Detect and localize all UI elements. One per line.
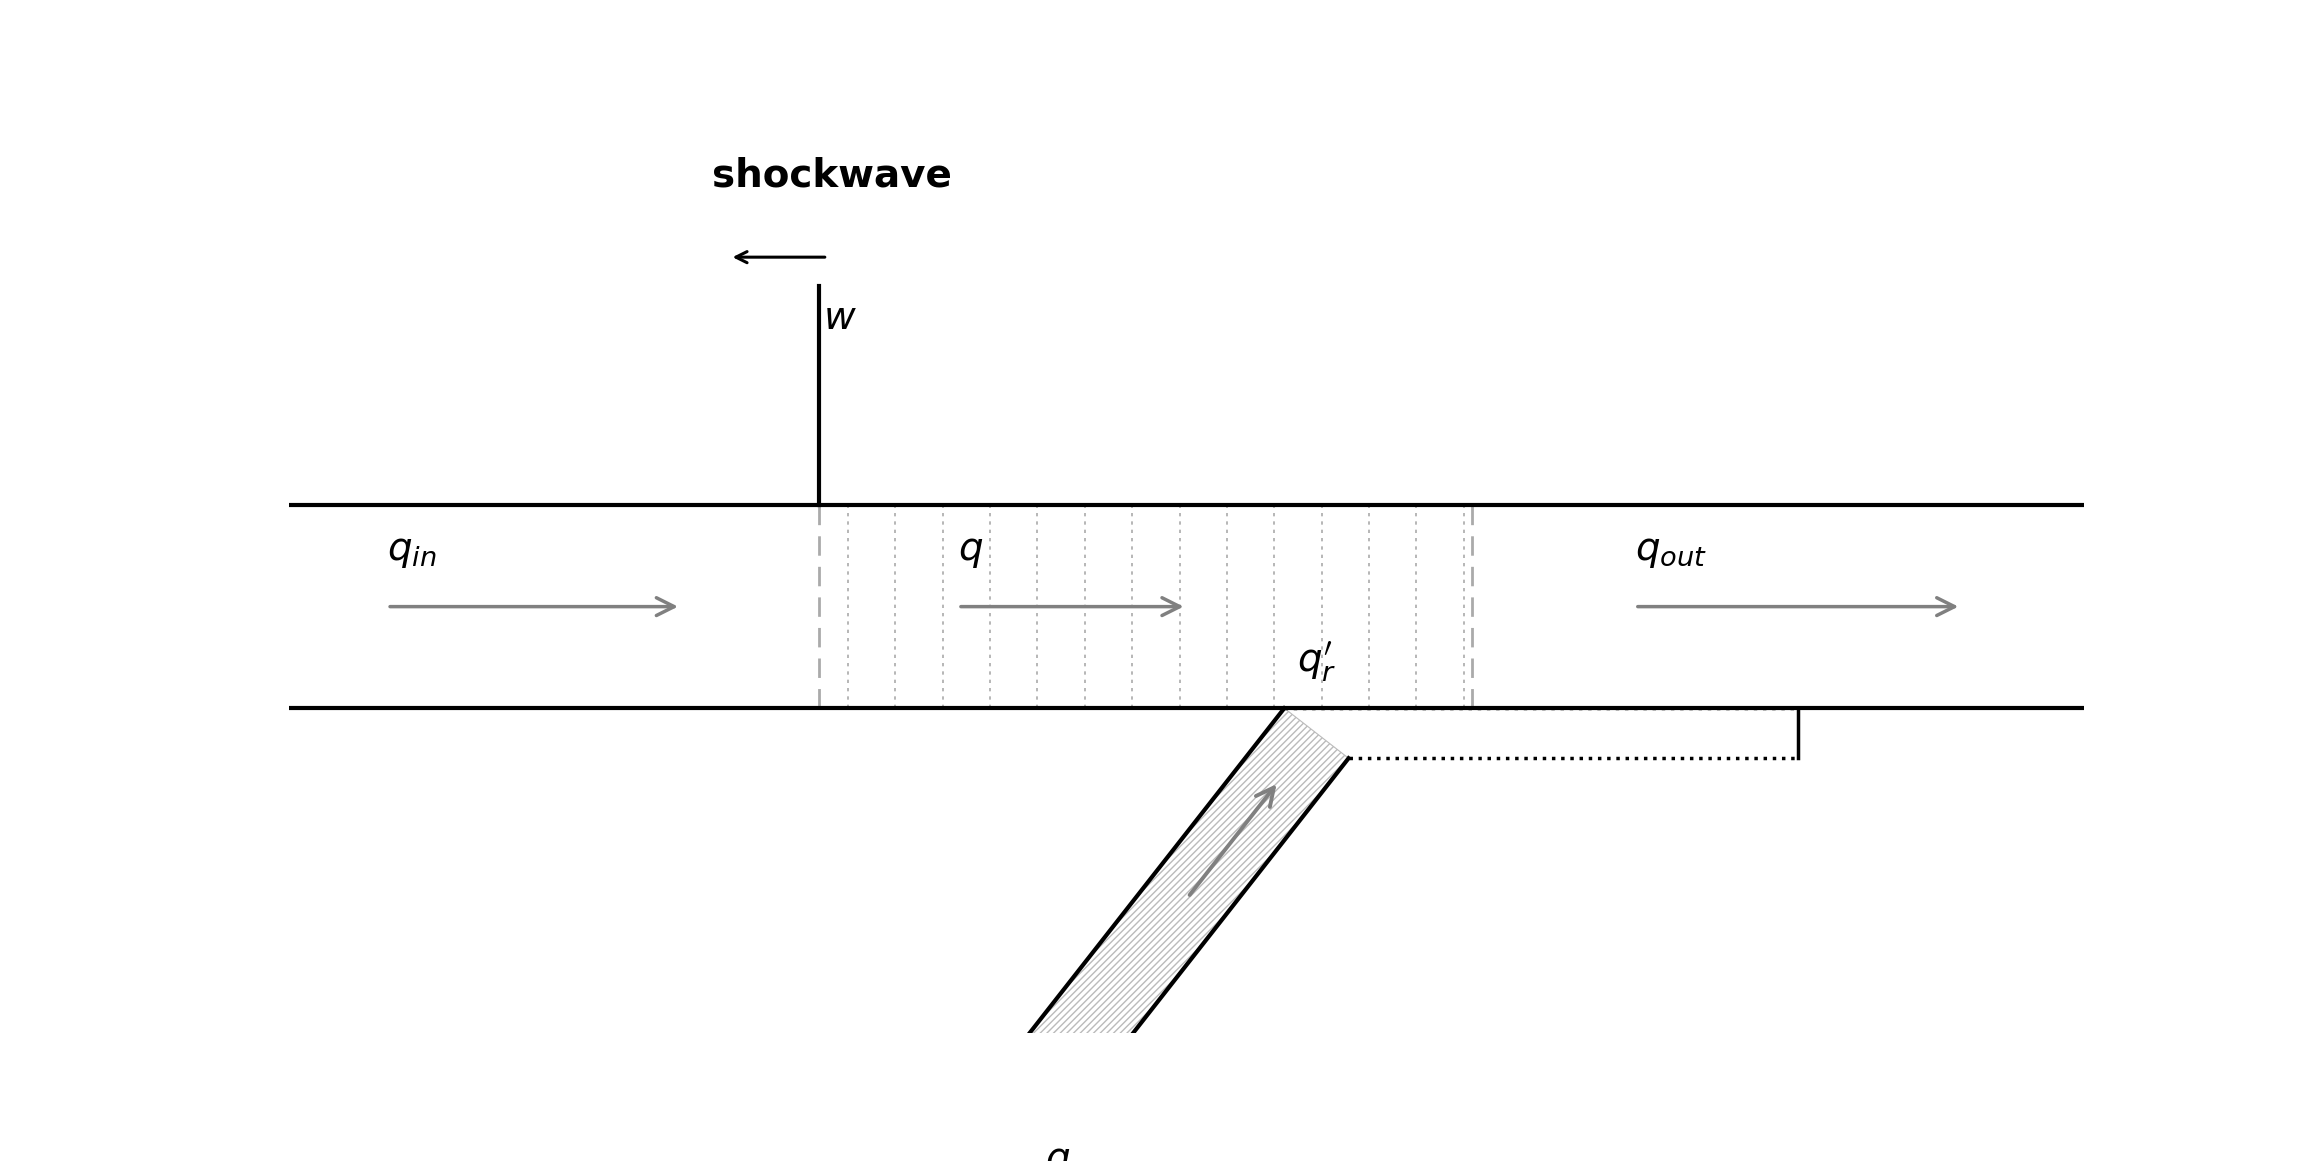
Text: $q$: $q$: [958, 532, 984, 570]
Text: $q_{in}$: $q_{in}$: [387, 532, 438, 570]
Text: $w$: $w$: [822, 300, 857, 337]
Text: $q_{out}$: $q_{out}$: [1634, 532, 1706, 570]
Text: $q_r$: $q_r$: [1044, 1142, 1083, 1161]
Text: $q_r'$: $q_r'$: [1296, 640, 1336, 684]
Polygon shape: [1007, 708, 1350, 1110]
Text: shockwave: shockwave: [711, 157, 951, 195]
